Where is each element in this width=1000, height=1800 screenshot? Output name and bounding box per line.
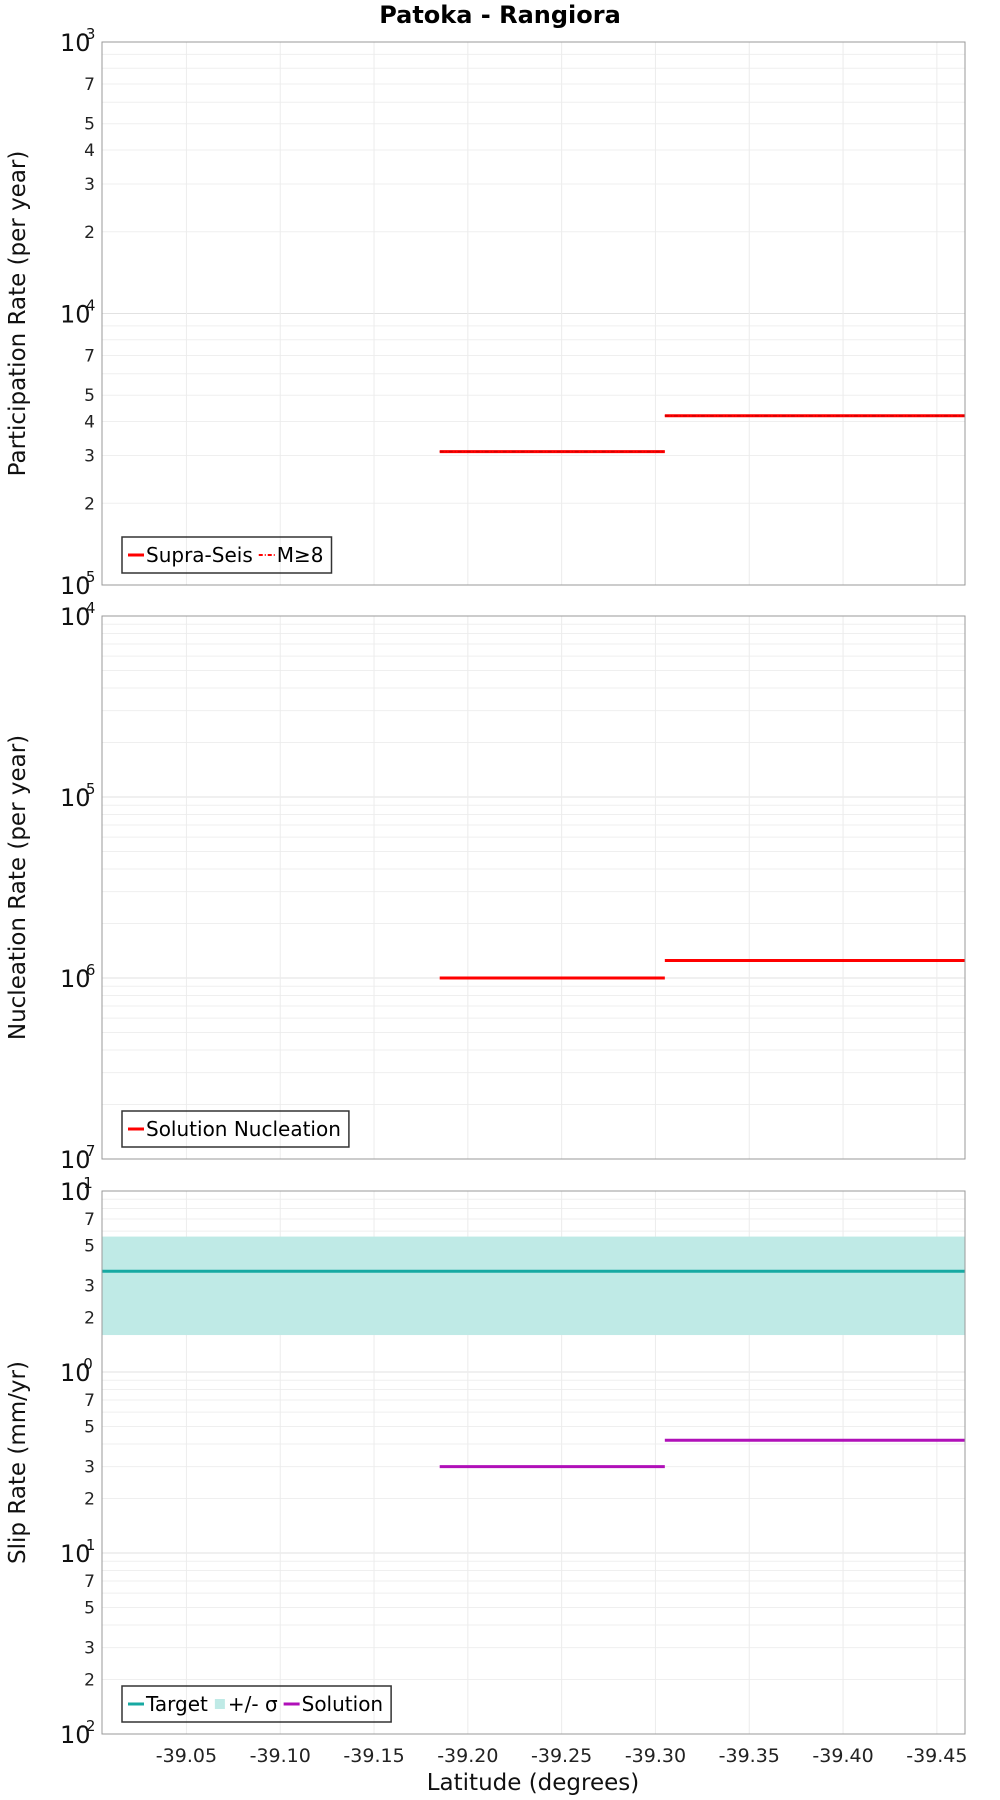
x-tick-label: -39.30 xyxy=(625,1745,686,1767)
y-tick-label: 2 xyxy=(84,494,95,514)
y-tick-label: 10 xyxy=(60,1178,91,1206)
y-tick-label: 7 xyxy=(84,75,95,95)
legend-label: Supra-Seis xyxy=(146,543,253,567)
y-tick-label: 5 xyxy=(84,1236,95,1256)
x-tick-label: -39.35 xyxy=(719,1745,780,1767)
y-tick-exponent: -3 xyxy=(81,25,96,43)
y-tick-label: 3 xyxy=(84,1639,95,1659)
legend-label: Solution Nucleation xyxy=(146,1117,341,1141)
x-tick-label: -39.10 xyxy=(250,1745,311,1767)
x-tick-label: -39.15 xyxy=(343,1745,404,1767)
y-tick-label: 10 xyxy=(60,1721,91,1749)
y-axis-label: Participation Rate (per year) xyxy=(5,151,31,477)
y-tick-label: 5 xyxy=(84,1417,95,1437)
legend-swatch xyxy=(214,1699,225,1709)
y-tick-exponent: 1 xyxy=(83,1174,93,1192)
y-tick-exponent: -2 xyxy=(81,1717,96,1735)
plot-area xyxy=(102,616,965,1159)
chart-title: Patoka - Rangiora xyxy=(379,1,621,29)
y-tick-label: 10 xyxy=(60,29,91,57)
y-tick-exponent: -1 xyxy=(81,1536,96,1554)
x-tick-label: -39.25 xyxy=(531,1745,592,1767)
y-tick-exponent: -6 xyxy=(81,961,96,979)
x-tick-label: -39.45 xyxy=(906,1745,967,1767)
y-tick-label: 7 xyxy=(84,1391,95,1411)
legend-box xyxy=(121,536,333,574)
legend: Solution Nucleation xyxy=(121,1110,350,1148)
legend: Target +/- σ Solution xyxy=(121,1685,392,1723)
y-tick-label: 4 xyxy=(84,413,95,433)
y-tick-exponent: -5 xyxy=(81,780,96,798)
x-axis-label: Latitude (degrees) xyxy=(427,1770,640,1796)
y-tick-label: 7 xyxy=(84,347,95,367)
y-tick-label: 2 xyxy=(84,1671,95,1691)
y-tick-label: 10 xyxy=(60,572,91,600)
x-tick-label: -39.40 xyxy=(812,1745,873,1767)
y-tick-label: 3 xyxy=(84,446,95,466)
y-tick-label: 5 xyxy=(84,115,95,135)
x-axis-ticks: -39.05 -39.10 -39.15 -39.20 -39.25 -39.30 -39.… xyxy=(156,1745,968,1767)
x-tick-label: -39.20 xyxy=(437,1745,498,1767)
y-tick-label: 3 xyxy=(84,1277,95,1297)
y-tick-label: 2 xyxy=(84,1309,95,1329)
y-tick-label: 4 xyxy=(84,141,95,161)
y-tick-exponent: -4 xyxy=(81,599,96,617)
y-tick-label: 10 xyxy=(60,603,91,631)
y-tick-label: 10 xyxy=(60,965,91,993)
plot-border xyxy=(101,41,966,586)
legend-label: M≥8 xyxy=(277,543,324,567)
y-tick-label: 2 xyxy=(84,223,95,243)
y-tick-label: 10 xyxy=(60,784,91,812)
y-axis-label: Nucleation Rate (per year) xyxy=(5,735,31,1040)
legend-label: Target xyxy=(145,1692,208,1716)
legend-label: +/- σ xyxy=(228,1692,278,1716)
plot-border xyxy=(101,615,966,1160)
y-tick-label: 10 xyxy=(60,1359,91,1387)
y-tick-label: 7 xyxy=(84,1210,95,1230)
y-tick-label: 3 xyxy=(84,175,95,195)
legend: Supra-Seis M≥8 xyxy=(121,536,333,574)
y-tick-label: 3 xyxy=(84,1458,95,1478)
y-axis-label: Slip Rate (mm/yr) xyxy=(5,1361,31,1564)
y-tick-exponent: -5 xyxy=(81,568,96,586)
y-tick-label: 5 xyxy=(84,1598,95,1618)
y-tick-label: 10 xyxy=(60,1146,91,1174)
y-tick-label: 5 xyxy=(84,386,95,406)
y-tick-exponent: 0 xyxy=(83,1355,93,1373)
sigma-band xyxy=(102,1236,965,1336)
plot-border xyxy=(101,1190,966,1735)
y-tick-label: 10 xyxy=(60,301,91,329)
legend-box xyxy=(121,1685,392,1723)
y-tick-exponent: -7 xyxy=(81,1142,96,1160)
x-tick-label: -39.05 xyxy=(156,1745,217,1767)
y-tick-label: 7 xyxy=(84,1572,95,1592)
y-tick-exponent: -4 xyxy=(81,297,96,315)
legend-label: Solution xyxy=(302,1692,383,1716)
legend-box xyxy=(121,1110,350,1148)
y-tick-label: 2 xyxy=(84,1490,95,1510)
y-tick-label: 10 xyxy=(60,1540,91,1568)
